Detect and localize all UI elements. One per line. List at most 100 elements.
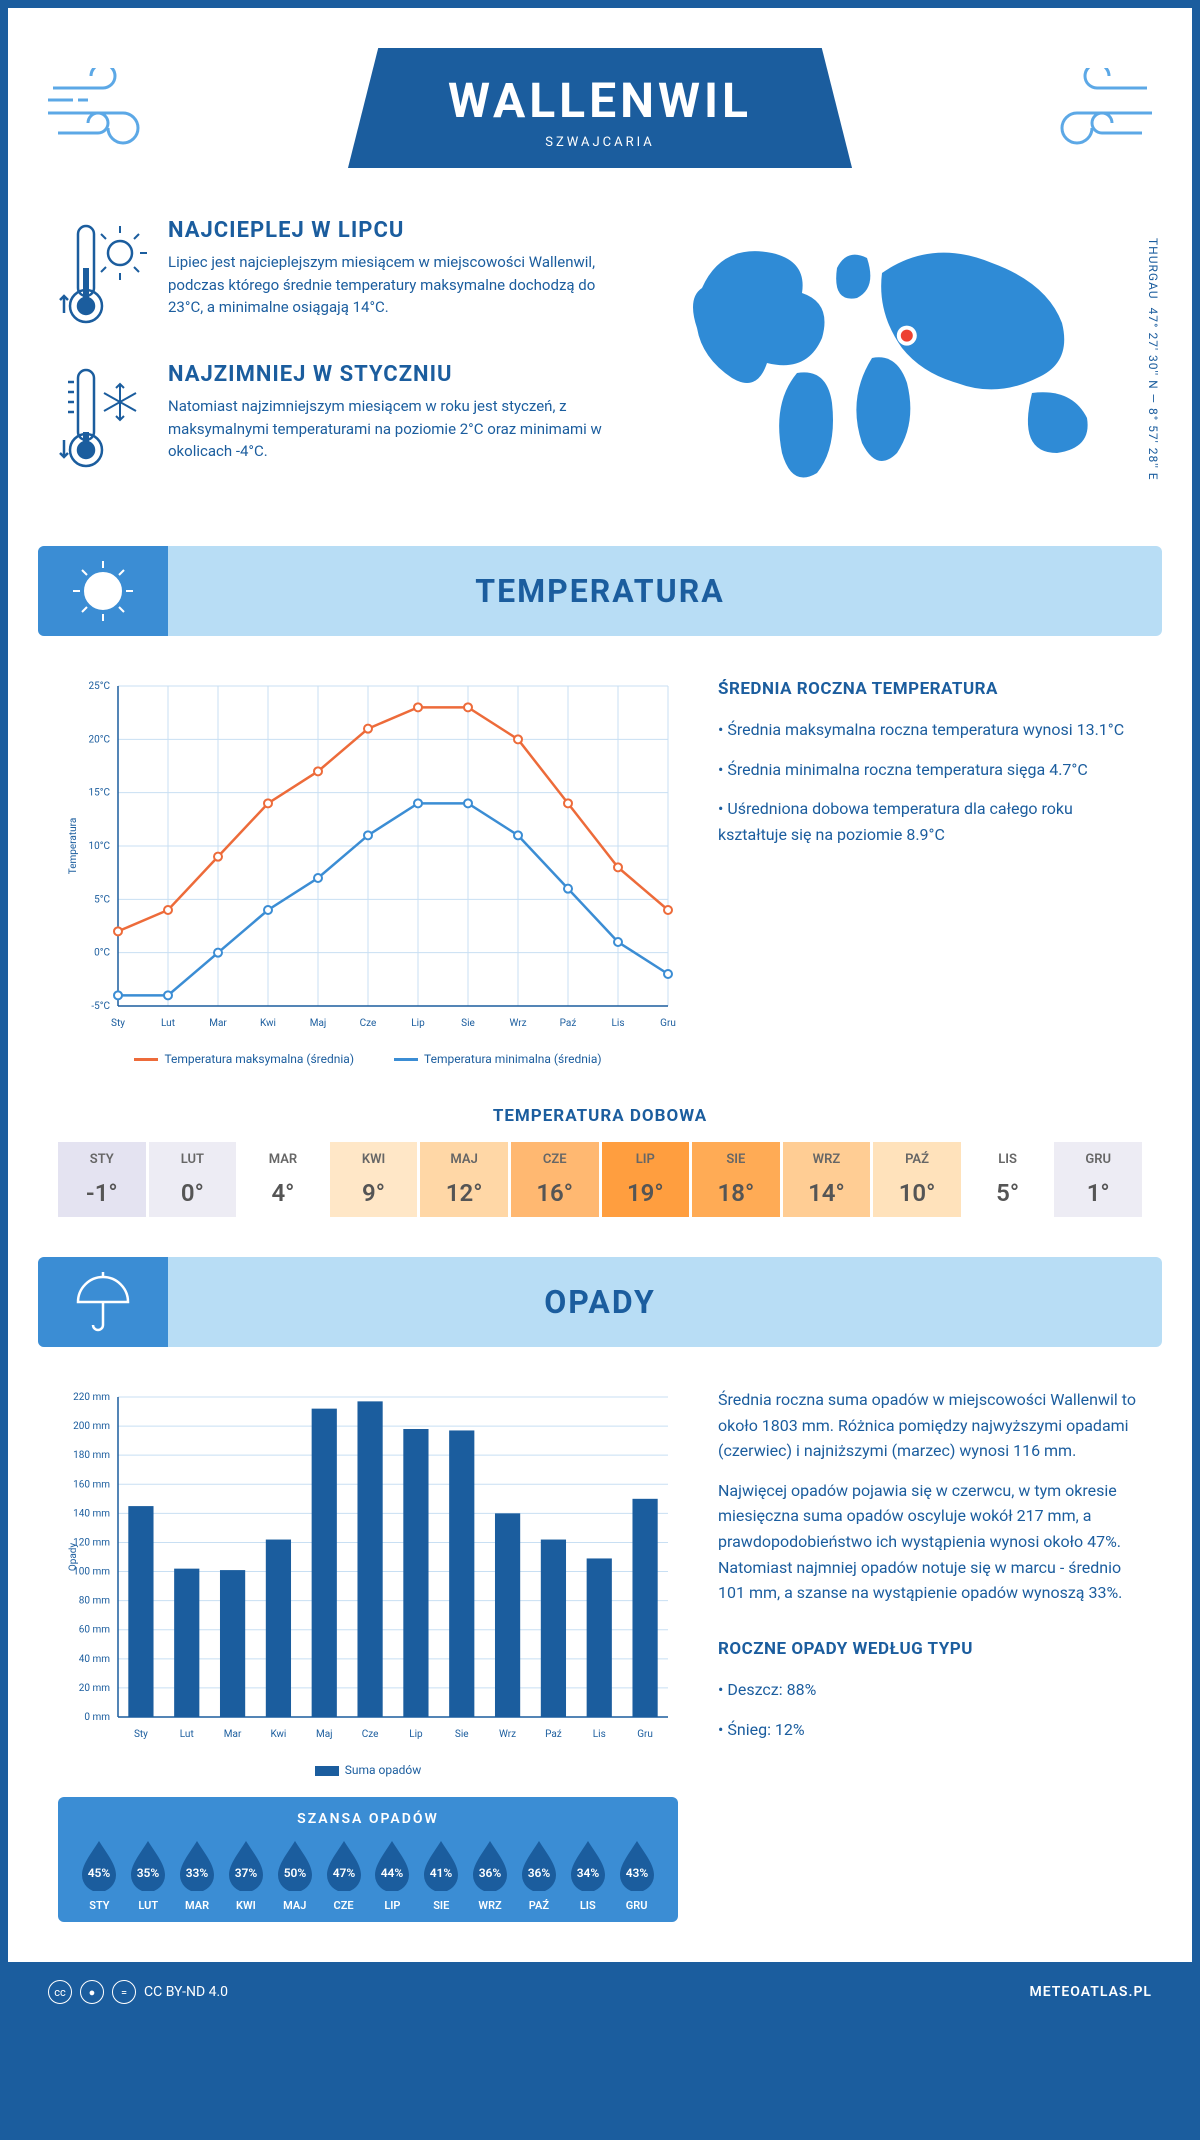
svg-text:Mar: Mar: [224, 1729, 242, 1740]
umbrella-icon: [38, 1257, 168, 1347]
rain-chance-drop: 41% SIE: [420, 1839, 463, 1912]
nd-icon: =: [112, 1980, 136, 2004]
svg-text:Kwi: Kwi: [260, 1018, 276, 1029]
svg-text:Maj: Maj: [316, 1729, 333, 1740]
precipitation-chance-panel: SZANSA OPADÓW 45% STY 35% LUT 33% MAR 37…: [58, 1797, 678, 1922]
month-cell: LUT0°: [149, 1142, 237, 1217]
svg-text:0 mm: 0 mm: [84, 1712, 110, 1723]
month-cell: CZE16°: [511, 1142, 599, 1217]
svg-text:Lip: Lip: [411, 1018, 425, 1029]
wind-icon: [1032, 68, 1152, 162]
svg-text:Maj: Maj: [310, 1018, 327, 1029]
svg-text:44%: 44%: [381, 1866, 404, 1880]
title-banner: WALLENWIL SZWAJCARIA: [348, 48, 852, 168]
section-title: TEMPERATURA: [38, 572, 1162, 610]
svg-text:Gru: Gru: [660, 1018, 676, 1029]
svg-text:Sie: Sie: [461, 1018, 475, 1029]
temperature-line-chart: -5°C0°C5°C10°C15°C20°C25°CStyLutMarKwiMa…: [58, 676, 678, 1066]
fact-title: NAJCIEPLEJ W LIPCU: [168, 218, 622, 243]
location-subtitle: SZWAJCARIA: [448, 135, 752, 150]
fact-coldest: NAJZIMNIEJ W STYCZNIU Natomiast najzimni…: [58, 362, 622, 476]
month-cell: MAJ12°: [420, 1142, 508, 1217]
svg-text:Sty: Sty: [134, 1729, 148, 1740]
by-icon: ●: [80, 1980, 104, 2004]
rain-chance-drop: 45% STY: [78, 1839, 121, 1912]
rain-chance-drop: 47% CZE: [322, 1839, 365, 1912]
bytype-line: • Śnieg: 12%: [718, 1717, 1142, 1743]
rain-chance-drop: 37% KWI: [224, 1839, 267, 1912]
bullet: • Uśredniona dobowa temperatura dla całe…: [718, 796, 1142, 847]
svg-text:Kwi: Kwi: [270, 1729, 286, 1740]
month-cell: GRU1°: [1054, 1142, 1142, 1217]
month-cell: KWI9°: [330, 1142, 418, 1217]
svg-text:36%: 36%: [528, 1866, 551, 1880]
precipitation-bar-chart: 0 mm20 mm40 mm60 mm80 mm100 mm120 mm140 …: [58, 1387, 678, 1777]
svg-text:10°C: 10°C: [89, 841, 111, 852]
svg-text:Lut: Lut: [180, 1729, 194, 1740]
fact-warmest: NAJCIEPLEJ W LIPCU Lipiec jest najcieple…: [58, 218, 622, 332]
world-map: THURGAU 47° 27' 30'' N — 8° 57' 28'' E: [662, 218, 1142, 506]
section-header-temperature: TEMPERATURA: [38, 546, 1162, 636]
month-cell: STY-1°: [58, 1142, 146, 1217]
fact-text: Lipiec jest najcieplejszym miesiącem w m…: [168, 251, 622, 319]
svg-text:Opady: Opady: [68, 1543, 79, 1572]
bytype-title: ROCZNE OPADY WEDŁUG TYPU: [718, 1636, 1142, 1663]
svg-text:Lip: Lip: [409, 1729, 423, 1740]
section-header-precipitation: OPADY: [38, 1257, 1162, 1347]
rain-chance-drop: 50% MAJ: [273, 1839, 316, 1912]
svg-text:140 mm: 140 mm: [73, 1508, 110, 1519]
svg-text:Wrz: Wrz: [499, 1729, 516, 1740]
month-cell: PAŹ10°: [873, 1142, 961, 1217]
month-cell: MAR4°: [239, 1142, 327, 1217]
rain-chance-drop: 44% LIP: [371, 1839, 414, 1912]
svg-text:47%: 47%: [332, 1866, 355, 1880]
svg-text:45%: 45%: [88, 1866, 111, 1880]
svg-text:Wrz: Wrz: [509, 1018, 526, 1029]
svg-text:34%: 34%: [576, 1866, 599, 1880]
rain-chance-drop: 36% PAŹ: [517, 1839, 560, 1912]
svg-text:40 mm: 40 mm: [79, 1654, 110, 1665]
location-title: WALLENWIL: [448, 72, 752, 129]
svg-text:160 mm: 160 mm: [73, 1479, 110, 1490]
svg-text:Lis: Lis: [612, 1018, 625, 1029]
month-cell: LIP19°: [602, 1142, 690, 1217]
coordinates: THURGAU 47° 27' 30'' N — 8° 57' 28'' E: [1146, 238, 1160, 481]
svg-text:Temperatura: Temperatura: [68, 818, 79, 875]
sun-icon: [38, 546, 168, 636]
svg-text:Mar: Mar: [209, 1018, 227, 1029]
svg-text:15°C: 15°C: [89, 788, 111, 799]
wind-icon: [48, 68, 168, 162]
svg-text:Cze: Cze: [362, 1729, 379, 1740]
license: cc ● = CC BY-ND 4.0: [48, 1980, 228, 2004]
bullet: • Średnia maksymalna roczna temperatura …: [718, 717, 1142, 743]
bytype-line: • Deszcz: 88%: [718, 1677, 1142, 1703]
svg-text:35%: 35%: [137, 1866, 160, 1880]
fact-text: Natomiast najzimniejszym miesiącem w rok…: [168, 395, 622, 463]
side-title: ŚREDNIA ROCZNA TEMPERATURA: [718, 676, 1142, 703]
svg-text:180 mm: 180 mm: [73, 1450, 110, 1461]
svg-text:36%: 36%: [479, 1866, 502, 1880]
daily-temperature-table: TEMPERATURA DOBOWA STY-1°LUT0°MAR4°KWI9°…: [8, 1106, 1192, 1257]
svg-text:20°C: 20°C: [89, 734, 111, 745]
svg-text:-5°C: -5°C: [91, 1001, 110, 1012]
rain-chance-drop: 36% WRZ: [469, 1839, 512, 1912]
svg-text:50%: 50%: [283, 1866, 306, 1880]
chart-legend: Temperatura maksymalna (średnia) Tempera…: [58, 1052, 678, 1066]
brand: METEOATLAS.PL: [1029, 1984, 1152, 2000]
svg-text:41%: 41%: [430, 1866, 453, 1880]
svg-text:80 mm: 80 mm: [79, 1596, 110, 1607]
svg-text:0°C: 0°C: [94, 948, 110, 959]
month-cell: WRZ14°: [783, 1142, 871, 1217]
svg-text:Cze: Cze: [360, 1018, 377, 1029]
rain-chance-drop: 43% GRU: [615, 1839, 658, 1912]
chart-legend: Suma opadów: [58, 1763, 678, 1777]
svg-text:Lut: Lut: [161, 1018, 175, 1029]
svg-text:200 mm: 200 mm: [73, 1421, 110, 1432]
month-cell: SIE18°: [692, 1142, 780, 1217]
svg-text:43%: 43%: [625, 1866, 648, 1880]
svg-text:220 mm: 220 mm: [73, 1392, 110, 1403]
svg-text:Gru: Gru: [637, 1729, 653, 1740]
svg-text:33%: 33%: [186, 1866, 209, 1880]
svg-text:Lis: Lis: [593, 1729, 606, 1740]
precip-summary: Najwięcej opadów pojawia się w czerwcu, …: [718, 1478, 1142, 1606]
